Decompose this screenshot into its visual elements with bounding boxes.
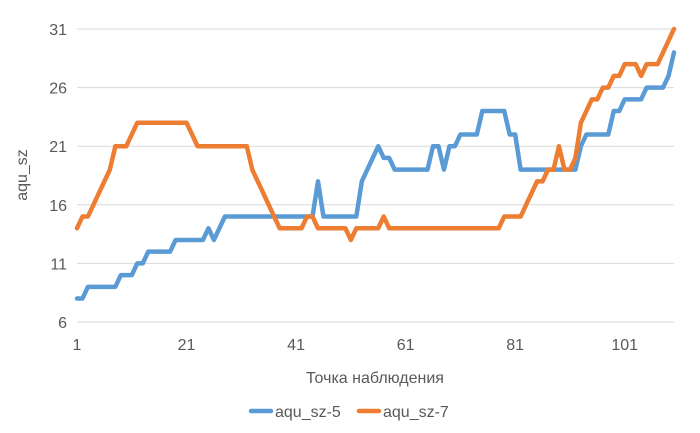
series — [74, 26, 677, 301]
y-tick-label: 16 — [49, 198, 67, 215]
y-axis-title: aqu_sz — [14, 149, 31, 201]
x-axis-title: Точка наблюдения — [306, 370, 444, 387]
legend-label-2: aqu_sz-7 — [383, 404, 449, 421]
x-tick-label: 81 — [506, 337, 524, 354]
legend-label-1: aqu_sz-5 — [275, 404, 341, 421]
y-tick-label: 6 — [58, 315, 67, 332]
axes: 6 11 16 21 26 31 1 21 41 61 81 101 — [49, 22, 674, 354]
x-tick-label: 41 — [287, 337, 305, 354]
x-tick-label: 61 — [397, 337, 415, 354]
y-tick-label: 31 — [49, 22, 67, 39]
y-tick-label: 11 — [50, 256, 67, 273]
legend: aqu_sz-5 aqu_sz-7 — [248, 404, 449, 421]
series-line-2 — [74, 26, 677, 243]
grid — [77, 28, 674, 323]
y-tick-label: 21 — [49, 139, 67, 156]
series-line-1 — [74, 50, 677, 301]
x-tick-label: 1 — [73, 337, 82, 354]
y-tick-label: 26 — [49, 81, 67, 98]
x-tick-label: 21 — [178, 337, 196, 354]
x-tick-label: 101 — [611, 337, 638, 354]
